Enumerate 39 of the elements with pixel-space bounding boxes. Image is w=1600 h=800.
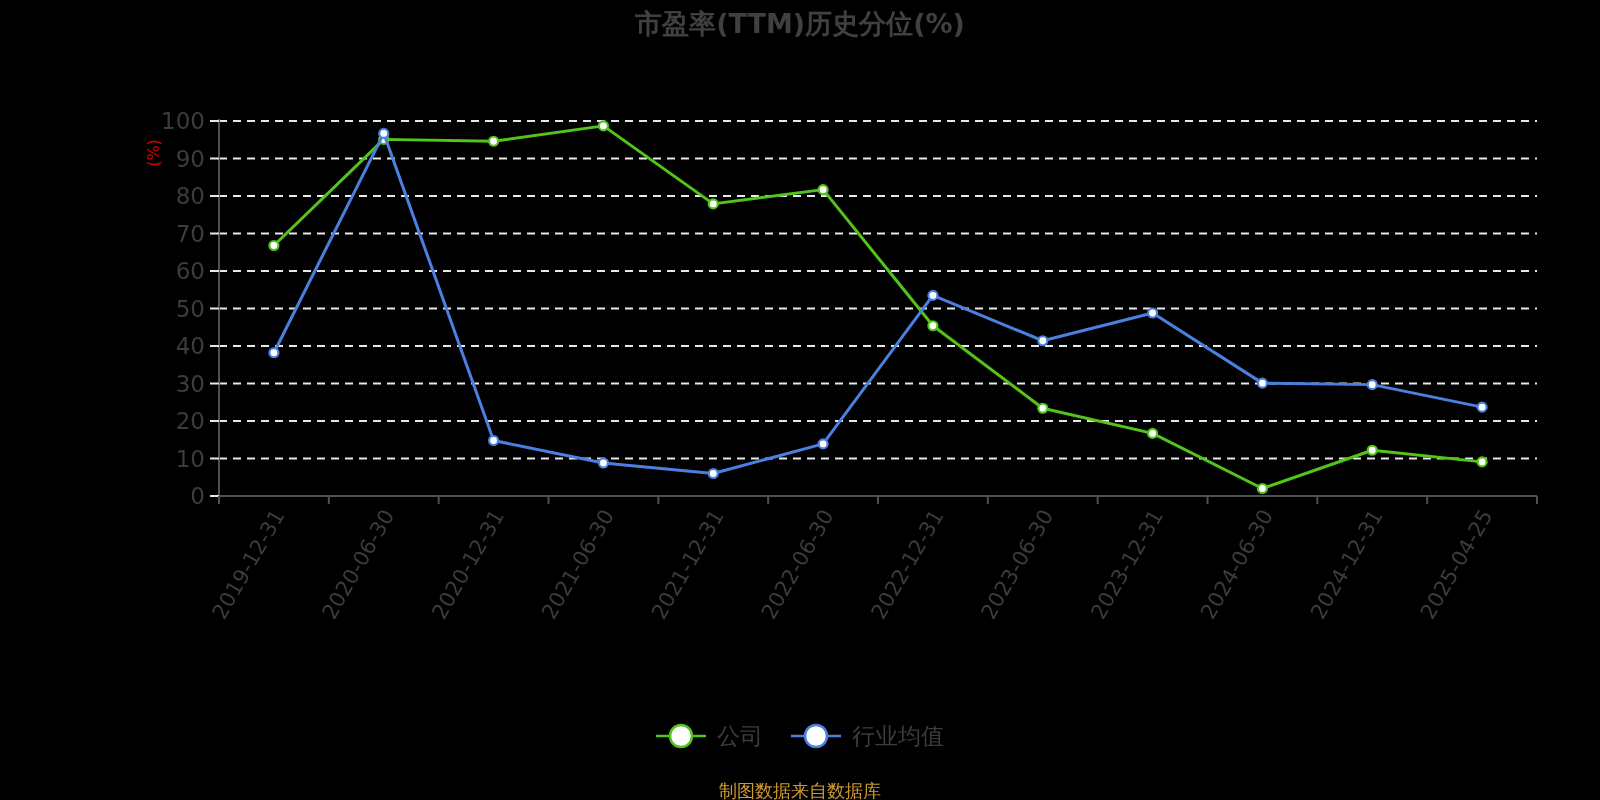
point [927, 320, 939, 332]
point [1256, 482, 1269, 495]
point [1256, 377, 1269, 389]
point [1146, 427, 1159, 439]
text: 制图数据来自数据库 [719, 780, 881, 800]
point [817, 184, 829, 196]
y-tick-label: 30 [175, 370, 205, 397]
point [597, 120, 610, 132]
y-tick-label: 80 [175, 183, 205, 209]
point [1037, 402, 1049, 414]
y-tick-label: 10 [175, 445, 205, 472]
y-tick-label: 20 [175, 408, 205, 434]
y-tick-label: 60 [175, 258, 205, 284]
y-axis-title: (%) [144, 139, 163, 167]
point [597, 457, 610, 469]
point [1146, 307, 1159, 319]
y-tick-label: 50 [175, 295, 205, 322]
point [487, 434, 500, 447]
point [268, 347, 280, 359]
point [1037, 335, 1049, 347]
point [1366, 379, 1378, 391]
point [707, 467, 719, 480]
y-tick-label: 0 [190, 483, 205, 509]
point [268, 239, 280, 252]
y-tick-label: 100 [161, 108, 205, 134]
legend-label: 公司 [717, 723, 763, 749]
point [1476, 401, 1488, 413]
chart-title: 市盈率(TTM)历史分位(%) [634, 8, 965, 39]
point [1476, 456, 1488, 468]
point [707, 198, 719, 210]
legend-label: 行业均值 [852, 723, 944, 749]
y-tick-label: 90 [175, 145, 205, 172]
point [817, 438, 829, 450]
point [927, 289, 939, 301]
point [487, 135, 500, 147]
point [378, 127, 390, 139]
point [1366, 444, 1378, 456]
y-tick-label: 40 [175, 333, 205, 359]
y-tick-label: 70 [175, 220, 205, 247]
